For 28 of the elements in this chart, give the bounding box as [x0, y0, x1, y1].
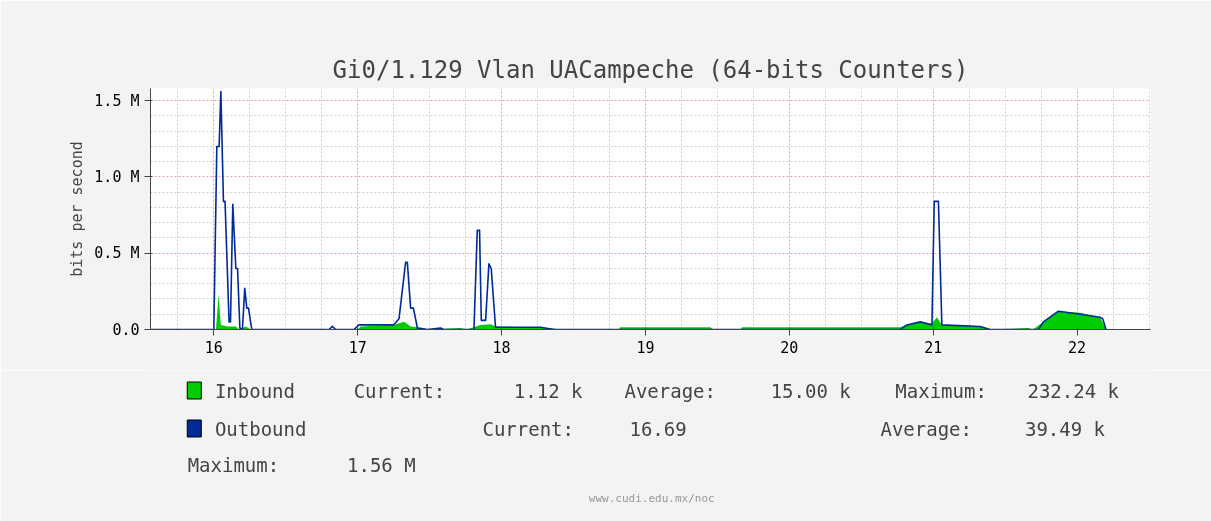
text: Maximum: — [187, 453, 280, 476]
text: 232.24 k — [1027, 379, 1120, 402]
x-tick-label: 16 — [204, 338, 223, 357]
text: 15.00 k — [770, 379, 852, 402]
chart-title: Gi0/1.129 Vlan UACampeche (64-bits Counters) — [332, 55, 969, 84]
text: 39.49 k — [1024, 417, 1106, 440]
text: 16.69 — [629, 417, 687, 440]
text: Average: — [880, 417, 972, 440]
text: Current: — [353, 379, 446, 402]
text: Maximum: — [895, 379, 987, 402]
legend-label: Outbound — [214, 417, 307, 440]
x-tick-label: 17 — [348, 338, 367, 357]
y-tick-label: 1.5 M — [94, 91, 140, 110]
y-axis-title: bits per second — [68, 141, 87, 277]
text: 1.56 M — [347, 453, 416, 476]
x-tick-label: 20 — [780, 338, 799, 357]
y-tick-label: 1.0 M — [94, 167, 140, 186]
y-tick-label: 0.5 M — [94, 244, 140, 263]
text: Average: — [624, 379, 716, 402]
y-tick-label: 0.0 — [112, 320, 140, 339]
text: www.cudi.edu.mx/noc — [588, 492, 715, 505]
legend-label: Inbound — [214, 379, 295, 402]
x-tick-label: 21 — [924, 338, 943, 357]
x-tick-label: 19 — [636, 338, 655, 357]
text: 1.12 k — [513, 379, 584, 402]
x-tick-label: 22 — [1068, 338, 1087, 357]
text: Current: — [482, 417, 574, 440]
x-tick-label: 18 — [492, 338, 511, 357]
